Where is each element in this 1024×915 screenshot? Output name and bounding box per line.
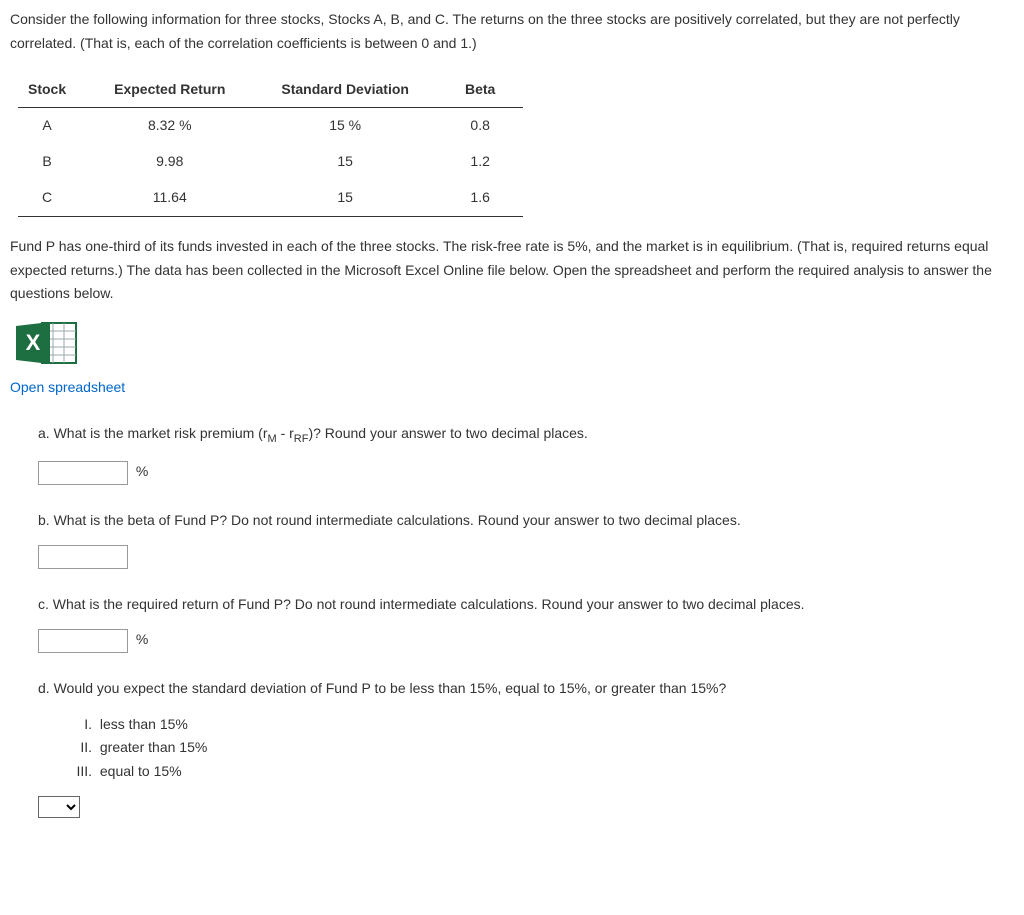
option-ii: II. greater than 15% <box>68 736 1014 760</box>
cell-stock: A <box>18 108 86 144</box>
col-std-dev: Standard Deviation <box>253 72 437 108</box>
table-row: B 9.98 15 1.2 <box>18 144 523 180</box>
cell-stock: B <box>18 144 86 180</box>
answer-line-a: % <box>38 460 1014 484</box>
stock-table: Stock Expected Return Standard Deviation… <box>18 72 523 217</box>
question-a-text: a. What is the market risk premium (rM -… <box>38 422 1014 448</box>
context-text: Fund P has one-third of its funds invest… <box>10 235 1014 306</box>
col-beta: Beta <box>437 72 523 108</box>
cell-beta: 1.6 <box>437 180 523 216</box>
roman-numeral: I. <box>68 713 92 737</box>
question-d-text: d. Would you expect the standard deviati… <box>38 677 1014 701</box>
cell-stock: C <box>18 180 86 216</box>
answer-input-a[interactable] <box>38 461 128 485</box>
options-list: I. less than 15% II. greater than 15% II… <box>38 713 1014 784</box>
table-row: C 11.64 15 1.6 <box>18 180 523 216</box>
answer-input-c[interactable] <box>38 629 128 653</box>
q-text-part: )? Round your answer to two decimal plac… <box>308 425 587 441</box>
open-spreadsheet-link[interactable]: Open spreadsheet <box>10 376 1014 400</box>
table-row: A 8.32 % 15 % 0.8 <box>18 108 523 144</box>
answer-line-c: % <box>38 628 1014 652</box>
q-text-part: - r <box>277 425 294 441</box>
option-text: equal to 15% <box>100 763 182 779</box>
q-text: What is the beta of Fund P? Do not round… <box>54 512 741 528</box>
answer-line-b <box>38 544 1014 568</box>
question-b: b. What is the beta of Fund P? Do not ro… <box>38 509 1014 569</box>
intro-text: Consider the following information for t… <box>10 8 1014 56</box>
cell-stddev: 15 % <box>253 108 437 144</box>
table-header-row: Stock Expected Return Standard Deviation… <box>18 72 523 108</box>
q-label: a. <box>38 425 50 441</box>
question-c-text: c. What is the required return of Fund P… <box>38 593 1014 617</box>
unit-percent: % <box>136 631 148 647</box>
cell-return: 8.32 % <box>86 108 253 144</box>
question-a: a. What is the market risk premium (rM -… <box>38 422 1014 485</box>
answer-input-b[interactable] <box>38 545 128 569</box>
subscript-m: M <box>268 433 277 445</box>
svg-text:X: X <box>26 330 41 355</box>
col-expected-return: Expected Return <box>86 72 253 108</box>
roman-numeral: II. <box>68 736 92 760</box>
roman-numeral: III. <box>68 760 92 784</box>
option-text: less than 15% <box>100 716 188 732</box>
answer-select-d[interactable] <box>38 796 80 818</box>
cell-stddev: 15 <box>253 144 437 180</box>
question-b-text: b. What is the beta of Fund P? Do not ro… <box>38 509 1014 533</box>
col-stock: Stock <box>18 72 86 108</box>
unit-percent: % <box>136 463 148 479</box>
questions-container: a. What is the market risk premium (rM -… <box>10 422 1014 819</box>
question-d: d. Would you expect the standard deviati… <box>38 677 1014 819</box>
option-i: I. less than 15% <box>68 713 1014 737</box>
cell-beta: 0.8 <box>437 108 523 144</box>
subscript-rf: RF <box>294 433 309 445</box>
q-text: What is the required return of Fund P? D… <box>53 596 805 612</box>
q-label: b. <box>38 512 50 528</box>
q-label: c. <box>38 596 49 612</box>
option-text: greater than 15% <box>100 739 207 755</box>
q-text-part: What is the market risk premium (r <box>54 425 268 441</box>
q-text: Would you expect the standard deviation … <box>54 680 727 696</box>
cell-beta: 1.2 <box>437 144 523 180</box>
cell-stddev: 15 <box>253 180 437 216</box>
cell-return: 9.98 <box>86 144 253 180</box>
option-iii: III. equal to 15% <box>68 760 1014 784</box>
cell-return: 11.64 <box>86 180 253 216</box>
excel-icon[interactable]: X <box>10 320 82 366</box>
q-label: d. <box>38 680 50 696</box>
question-c: c. What is the required return of Fund P… <box>38 593 1014 653</box>
